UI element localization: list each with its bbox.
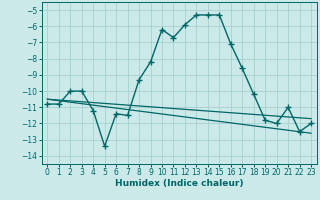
X-axis label: Humidex (Indice chaleur): Humidex (Indice chaleur) [115,179,244,188]
